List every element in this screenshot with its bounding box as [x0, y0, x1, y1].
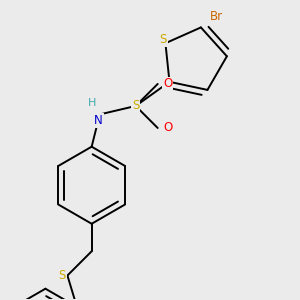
Text: S: S	[58, 269, 66, 282]
Text: O: O	[163, 122, 172, 134]
Text: N: N	[94, 114, 103, 127]
Text: S: S	[132, 100, 140, 112]
Text: H: H	[88, 98, 96, 108]
Text: Br: Br	[210, 10, 223, 23]
Text: O: O	[163, 77, 172, 91]
Text: S: S	[160, 33, 167, 46]
